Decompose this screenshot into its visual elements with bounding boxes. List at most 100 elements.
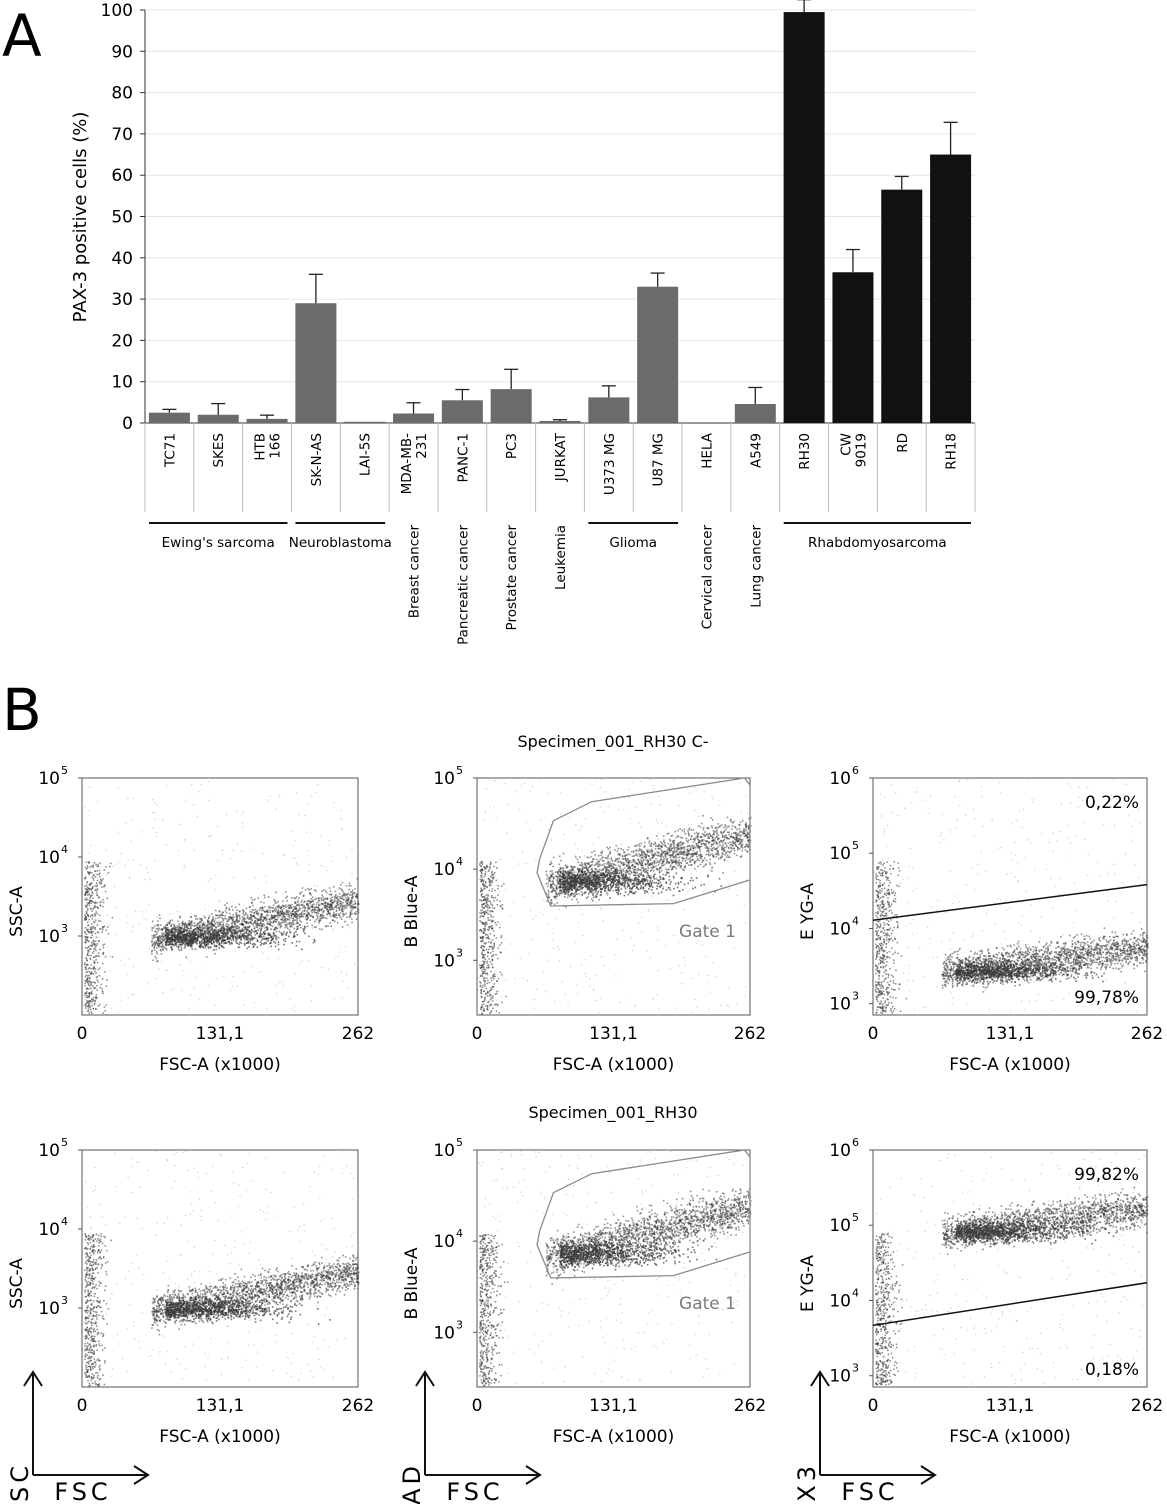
y-tick-label: 10 bbox=[829, 1367, 851, 1387]
category-label: CW bbox=[838, 433, 854, 456]
x-tick-label: 131,1 bbox=[986, 1396, 1035, 1416]
corner-y-label: 7-AAD bbox=[398, 1462, 426, 1504]
gate-polygon bbox=[536, 777, 751, 907]
bar-rh18 bbox=[930, 154, 972, 424]
x-tick-label: 0 bbox=[868, 1024, 879, 1044]
x-tick-label: 131,1 bbox=[196, 1396, 245, 1416]
gate-label: Gate 1 bbox=[679, 1294, 736, 1314]
bar-lai-5s bbox=[344, 421, 386, 423]
category-label: 9019 bbox=[853, 433, 869, 467]
y-tick-exponent: 3 bbox=[61, 1294, 68, 1307]
bar-mda-mb-231 bbox=[393, 413, 435, 423]
flow-cytometry-panels: Specimen_001_RH30 C-10 310 410 50 131,1 262FS… bbox=[6, 732, 1163, 1504]
x-tick-label: 0 bbox=[472, 1024, 483, 1044]
y-tick-label: 10 bbox=[38, 1299, 60, 1319]
y-tick-exponent: 4 bbox=[852, 1286, 859, 1299]
bar-rd bbox=[881, 189, 923, 423]
upper-percentage: 99,82% bbox=[1074, 1165, 1139, 1185]
event-cloud bbox=[83, 781, 360, 1015]
group-label: Cervical cancer bbox=[699, 525, 715, 630]
y-tick-label: 0 bbox=[122, 414, 133, 434]
y-tick-label: 80 bbox=[111, 84, 133, 104]
y-tick-exponent: 3 bbox=[852, 1362, 859, 1375]
group-label: Glioma bbox=[609, 535, 657, 551]
x-tick-label: 0 bbox=[472, 1396, 483, 1416]
corner-y-arrowhead bbox=[23, 1370, 43, 1387]
y-tick-label: 10 bbox=[829, 1216, 851, 1236]
event-cloud bbox=[874, 1151, 1149, 1386]
category-label: RH18 bbox=[944, 433, 960, 470]
x-tick-label: 262 bbox=[1131, 1024, 1163, 1044]
bar-cw-9019 bbox=[832, 272, 874, 423]
category-label: PANC-1 bbox=[455, 433, 471, 483]
event-cloud bbox=[873, 778, 1149, 1014]
corner-x-label: FSC bbox=[446, 1478, 503, 1504]
y-tick-label: 10 bbox=[829, 844, 851, 864]
corner-y-label: PAX3 bbox=[793, 1462, 821, 1504]
y-tick-exponent: 4 bbox=[61, 1215, 68, 1228]
category-label: JURKAT bbox=[553, 432, 569, 482]
y-tick-exponent: 5 bbox=[456, 1136, 463, 1149]
y-tick-exponent: 4 bbox=[61, 843, 68, 856]
y-axis-label: SSC-A bbox=[7, 1258, 27, 1309]
y-tick-label: 50 bbox=[111, 208, 133, 228]
y-tick-label: 10 bbox=[38, 769, 60, 789]
corner-axes: PAX3 FSC bbox=[793, 1370, 937, 1504]
y-tick-label: 90 bbox=[111, 42, 133, 62]
y-tick-label: 10 bbox=[38, 1141, 60, 1161]
group-label: Prostate cancer bbox=[504, 525, 520, 631]
y-tick-label: 10 bbox=[38, 927, 60, 947]
corner-y-arrowhead bbox=[810, 1370, 830, 1387]
corner-x-arrowhead bbox=[920, 1465, 937, 1485]
bar-panc-1 bbox=[441, 400, 483, 423]
bar-chart-ylabel: PAX-3 positive cells (%) bbox=[70, 112, 91, 323]
flow-row-title: Specimen_001_RH30 C- bbox=[517, 732, 708, 752]
y-tick-label: 100 bbox=[101, 1, 133, 21]
x-tick-label: 262 bbox=[734, 1024, 766, 1044]
y-tick-exponent: 3 bbox=[456, 1318, 463, 1331]
y-tick-label: 10 bbox=[829, 919, 851, 939]
x-tick-label: 262 bbox=[734, 1396, 766, 1416]
y-tick-exponent: 3 bbox=[61, 922, 68, 935]
y-axis-label: B Blue-A bbox=[402, 1247, 422, 1319]
bar-u87-mg bbox=[637, 286, 679, 423]
category-label: RH30 bbox=[797, 433, 813, 470]
lower-percentage: 0,18% bbox=[1085, 1360, 1139, 1380]
x-tick-label: 262 bbox=[342, 1396, 374, 1416]
corner-x-arrowhead bbox=[133, 1465, 150, 1485]
y-tick-label: 40 bbox=[111, 249, 133, 269]
corner-axes: 7-AAD FSC bbox=[398, 1370, 542, 1504]
y-tick-exponent: 5 bbox=[852, 839, 859, 852]
bar-rh30 bbox=[783, 12, 825, 423]
y-axis-label: SSC-A bbox=[7, 886, 27, 937]
category-label: HTB bbox=[253, 433, 269, 461]
y-tick-exponent: 5 bbox=[61, 764, 68, 777]
plot-frame bbox=[81, 1149, 359, 1388]
y-tick-exponent: 3 bbox=[456, 946, 463, 959]
group-label: Ewing's sarcoma bbox=[162, 535, 275, 551]
corner-axes: SSC FSC bbox=[6, 1370, 150, 1504]
group-label: Neuroblastoma bbox=[289, 535, 392, 551]
bar-pc3 bbox=[490, 389, 532, 423]
y-tick-exponent: 4 bbox=[456, 855, 463, 868]
corner-y-arrowhead bbox=[415, 1370, 435, 1387]
x-tick-label: 0 bbox=[868, 1396, 879, 1416]
panel-a-label: A bbox=[2, 2, 42, 70]
x-axis-label: FSC-A (x1000) bbox=[553, 1427, 675, 1447]
x-axis-label: FSC-A (x1000) bbox=[159, 1055, 281, 1075]
x-axis-label: FSC-A (x1000) bbox=[949, 1055, 1071, 1075]
y-tick-exponent: 5 bbox=[852, 1211, 859, 1224]
y-tick-label: 20 bbox=[111, 331, 133, 351]
lower-percentage: 99,78% bbox=[1074, 988, 1139, 1008]
y-tick-exponent: 5 bbox=[456, 764, 463, 777]
bar-jurkat bbox=[539, 420, 581, 423]
plot-frame bbox=[81, 777, 359, 1016]
y-tick-label: 10 bbox=[829, 1291, 851, 1311]
y-tick-exponent: 6 bbox=[852, 1136, 859, 1149]
flow-row-title: Specimen_001_RH30 bbox=[528, 1103, 697, 1123]
bar-sk-n-as bbox=[295, 303, 337, 423]
